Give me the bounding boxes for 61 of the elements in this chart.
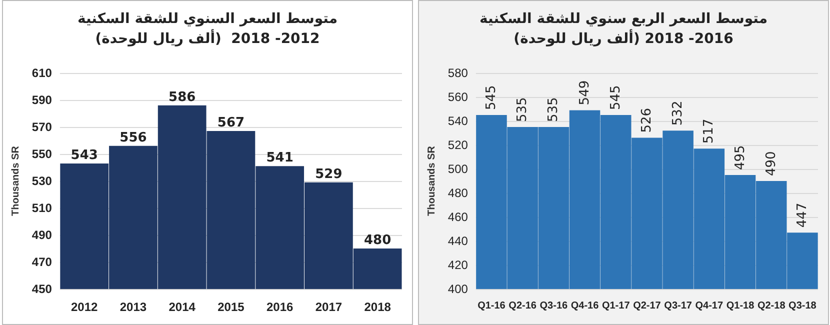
y-tick-label: 520 — [448, 138, 468, 152]
y-tick-label: 420 — [448, 258, 468, 272]
y-axis-title: Thousands SR — [10, 145, 22, 216]
x-tick-label: Q1-16 — [478, 300, 506, 312]
x-tick-label: 2015 — [218, 300, 245, 314]
data-label: 541 — [266, 150, 294, 166]
y-tick-label: 450 — [32, 282, 52, 296]
x-tick-label: Q4-16 — [570, 300, 600, 312]
y-tick-label: 500 — [448, 162, 468, 176]
y-tick-label: 570 — [32, 120, 52, 134]
chart-title: متوسط السعر السنوي للشقة السكنية — [77, 11, 338, 27]
x-tick-label: 2017 — [315, 300, 342, 314]
x-tick-label: 2014 — [168, 300, 196, 314]
y-tick-label: 480 — [448, 186, 468, 200]
y-tick-label: 560 — [448, 90, 468, 104]
y-tick-label: 610 — [32, 66, 52, 80]
chart-title: متوسط السعر الربع سنوي للشقة السكنية — [479, 11, 768, 27]
x-tick-label: Q3-17 — [664, 300, 692, 312]
x-tick-label: 2016 — [266, 300, 294, 314]
y-tick-label: 550 — [32, 147, 52, 161]
chart-subtitle: (ألف ريال للوحدة) 2012- 2018 — [95, 29, 320, 47]
x-tick-label: Q2-18 — [757, 300, 786, 312]
data-label: 586 — [168, 90, 196, 105]
y-tick-label: 510 — [32, 201, 52, 215]
y-tick-label: 590 — [32, 93, 52, 107]
x-tick-label: Q3-16 — [540, 300, 568, 312]
y-tick-label: 580 — [448, 66, 468, 80]
data-label: 447 — [794, 202, 810, 228]
chart-subtitle: (ألف ريال للوحدة) 2016- 2018 — [514, 29, 734, 47]
data-label: 529 — [315, 166, 342, 182]
x-tick-label: Q2-17 — [633, 300, 662, 312]
data-label: 480 — [364, 233, 392, 248]
y-tick-label: 440 — [448, 234, 468, 248]
y-tick-label: 460 — [448, 210, 468, 224]
data-label: 535 — [515, 97, 530, 122]
data-label: 545 — [484, 85, 499, 110]
data-label: 517 — [702, 118, 717, 144]
x-tick-label: Q3-18 — [788, 300, 817, 312]
y-tick-label: 530 — [32, 174, 52, 188]
x-tick-label: Q4-17 — [695, 300, 724, 312]
y-tick-label: 490 — [32, 228, 52, 242]
x-tick-label: Q2-16 — [508, 300, 537, 312]
y-tick-label: 470 — [32, 255, 52, 269]
data-label: 495 — [732, 145, 748, 170]
y-tick-label: 540 — [448, 114, 468, 128]
data-label: 490 — [764, 151, 779, 176]
data-label: 535 — [546, 97, 562, 122]
x-tick-label: 2012 — [71, 300, 98, 314]
data-label: 549 — [577, 80, 592, 106]
data-label: 567 — [217, 116, 245, 131]
x-tick-label: Q1-17 — [602, 300, 630, 312]
y-tick-label: 400 — [448, 282, 468, 296]
data-label: 556 — [120, 130, 147, 146]
data-label: 543 — [70, 148, 98, 163]
x-tick-label: 2018 — [364, 300, 392, 314]
x-tick-label: 2013 — [120, 300, 147, 314]
data-label: 532 — [670, 100, 686, 126]
x-tick-label: Q1-18 — [726, 300, 755, 312]
data-label: 545 — [608, 85, 624, 110]
y-axis-title: Thousands SR — [426, 145, 438, 216]
data-label: 526 — [639, 108, 654, 133]
